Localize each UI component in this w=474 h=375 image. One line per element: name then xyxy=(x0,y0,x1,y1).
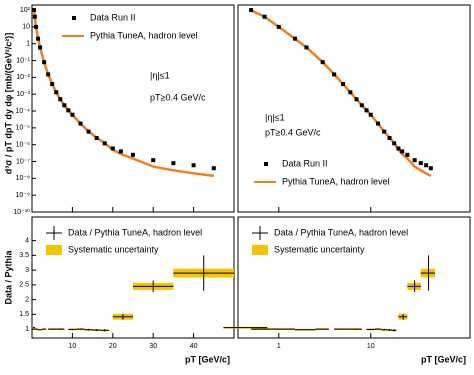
data-point xyxy=(332,72,337,77)
y-tick-label: 3.5 xyxy=(19,252,29,259)
y-tick-label: 10⁻³ xyxy=(16,91,30,98)
y-tick-label: 10⁻⁹ xyxy=(16,192,30,199)
annotation: pT≥0.4 GeV/c xyxy=(150,92,206,102)
data-point xyxy=(354,97,359,102)
y-tick-label: 10⁻¹ xyxy=(16,57,30,64)
data-point xyxy=(368,112,373,117)
y-tick-label: 1 xyxy=(25,326,29,333)
legend-label: Pythia TuneA, hadron level xyxy=(90,30,198,40)
data-point xyxy=(78,121,83,126)
legend-label: Systematic uncertainty xyxy=(68,244,159,254)
y-tick-label: 3 xyxy=(25,267,29,274)
data-point xyxy=(131,152,135,157)
data-point xyxy=(320,60,325,65)
data-point xyxy=(262,14,267,19)
legend-marker xyxy=(252,245,268,255)
data-point xyxy=(428,166,433,171)
data-point xyxy=(94,135,99,140)
y-tick-label: 10 xyxy=(22,24,30,31)
data-point xyxy=(42,60,47,65)
data-point xyxy=(424,163,429,168)
data-point xyxy=(276,24,281,29)
data-point xyxy=(396,146,401,151)
y-tick-label: 2 xyxy=(25,296,29,303)
data-point xyxy=(46,72,51,77)
data-point xyxy=(34,24,39,29)
y-axis-label: d³σ / pT dpT dy dφ [mb/(GeV²/c²)] xyxy=(3,33,13,175)
y-tick-label: 10⁻⁶ xyxy=(16,142,30,149)
plot-frame xyxy=(237,4,471,213)
x-axis-label: pT [GeV/c] xyxy=(421,354,466,364)
x-tick-label: 10 xyxy=(367,343,375,350)
legend-label: Pythia TuneA, hadron level xyxy=(282,176,390,186)
legend-marker xyxy=(72,16,76,20)
plot-frame xyxy=(31,4,235,213)
data-point xyxy=(418,161,423,166)
ratio-frame xyxy=(237,216,471,339)
annotation: |η|≤1 xyxy=(265,112,285,122)
data-point xyxy=(54,90,59,95)
legend-label: Data / Pythia TuneA, hadron level xyxy=(68,227,202,237)
annotation: pT≥0.4 GeV/c xyxy=(265,127,321,137)
data-point xyxy=(392,141,397,146)
data-point xyxy=(118,149,123,154)
x-tick-label: 30 xyxy=(149,343,157,350)
data-point xyxy=(348,90,353,95)
data-point xyxy=(405,152,410,157)
data-point xyxy=(341,82,346,87)
y-tick-label: 1 xyxy=(26,41,30,48)
data-point xyxy=(38,45,43,50)
data-point xyxy=(151,158,156,163)
y-tick-label: 10⁻⁴ xyxy=(16,108,31,115)
data-point xyxy=(32,14,37,19)
y-tick-label: 10⁻⁸ xyxy=(16,175,30,182)
data-point xyxy=(36,36,41,41)
data-point xyxy=(32,8,37,13)
data-point xyxy=(249,8,254,13)
legend-label: Data Run II xyxy=(90,12,136,22)
data-point xyxy=(412,158,417,163)
data-point xyxy=(110,146,115,151)
y-tick-label: 2.5 xyxy=(19,282,29,289)
data-point xyxy=(171,161,176,166)
annotation: |η|≤1 xyxy=(150,70,170,80)
ratio-y-axis-label: Data / Pythia xyxy=(3,250,13,305)
data-point xyxy=(66,108,71,113)
data-point xyxy=(376,121,381,126)
legend-label: Data / Pythia TuneA, hadron level xyxy=(274,227,408,237)
data-point xyxy=(387,135,392,140)
data-point xyxy=(191,163,196,168)
data-point xyxy=(359,103,364,108)
y-tick-label: 10² xyxy=(20,7,31,14)
y-tick-label: 10⁻⁵ xyxy=(16,125,30,132)
data-point xyxy=(50,82,55,87)
y-tick-label: 10⁻² xyxy=(16,74,30,81)
data-point xyxy=(364,108,369,113)
x-tick-label: 10 xyxy=(69,343,77,350)
x-tick-label: 40 xyxy=(190,343,198,350)
legend-marker xyxy=(264,162,268,166)
data-point xyxy=(86,129,91,134)
data-point xyxy=(382,129,387,134)
data-point xyxy=(70,112,75,117)
legend-label: Systematic uncertainty xyxy=(274,244,365,254)
data-point xyxy=(102,141,107,146)
data-point xyxy=(58,97,63,102)
y-tick-label: 1.5 xyxy=(19,311,29,318)
y-tick-label: 10⁻⁷ xyxy=(16,158,30,165)
y-tick-label: 10⁻¹⁰ xyxy=(13,208,30,216)
data-point xyxy=(400,149,405,154)
x-tick-label: 1 xyxy=(277,343,281,350)
legend-marker xyxy=(46,245,62,255)
y-tick-label: 4 xyxy=(25,237,29,244)
x-axis-label: pT [GeV/c] xyxy=(185,354,230,364)
data-point xyxy=(304,45,309,50)
data-point xyxy=(62,103,67,108)
x-tick-label: 20 xyxy=(109,343,117,350)
data-point xyxy=(211,166,216,171)
data-point xyxy=(292,36,297,41)
legend-label: Data Run II xyxy=(282,158,328,168)
